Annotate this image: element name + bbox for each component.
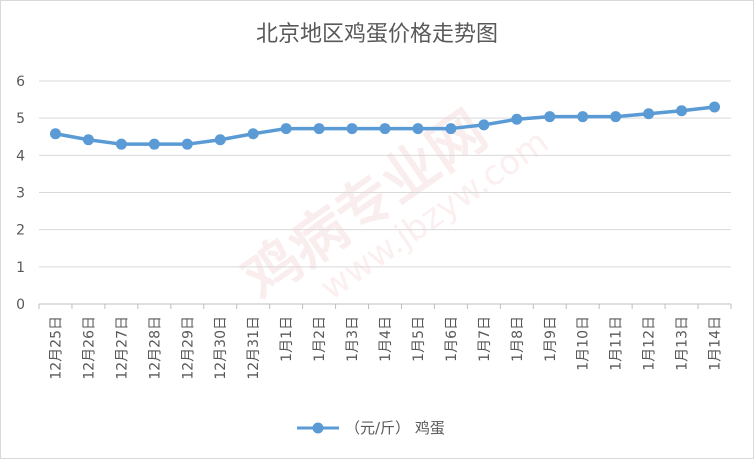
- data-point: [610, 111, 622, 123]
- x-tick-label: 12月27日: [114, 316, 130, 380]
- data-point: [82, 134, 94, 146]
- data-point: [346, 123, 358, 135]
- data-point: [676, 105, 688, 117]
- data-point: [643, 108, 655, 120]
- x-tick-label: 1月4日: [378, 316, 394, 362]
- data-point: [577, 111, 589, 123]
- x-tick-label: 1月12日: [642, 316, 658, 371]
- data-point: [280, 123, 292, 135]
- data-point: [247, 128, 259, 140]
- x-tick-label: 1月11日: [609, 316, 625, 371]
- data-point: [148, 138, 160, 150]
- x-tick-label: 1月7日: [477, 316, 493, 362]
- y-tick-label: 6: [16, 74, 25, 90]
- legend-label: （元/斤） 鸡蛋: [345, 419, 445, 437]
- x-tick-label: 12月30日: [213, 316, 229, 380]
- data-point: [445, 123, 457, 135]
- y-tick-label: 0: [16, 297, 25, 313]
- data-point: [544, 111, 556, 123]
- data-point: [115, 138, 127, 150]
- chart-title: 北京地区鸡蛋价格走势图: [256, 22, 498, 47]
- y-tick-label: 5: [16, 111, 25, 127]
- x-axis: 12月25日 12月26日 12月27日 12月28日 12月29日 12月30日 12月3…: [38, 304, 732, 380]
- data-point: [49, 128, 61, 140]
- legend: （元/斤） 鸡蛋: [297, 419, 445, 437]
- x-tick-label: 1月8日: [510, 316, 526, 362]
- data-point: [412, 123, 424, 135]
- x-tick-label: 1月10日: [576, 316, 592, 371]
- y-tick-label: 3: [16, 186, 25, 202]
- x-tick-label: 1月3日: [345, 316, 361, 362]
- x-tick-label: 1月6日: [444, 316, 460, 362]
- data-point: [181, 138, 193, 150]
- data-point: [214, 134, 226, 146]
- x-tick-label: 1月9日: [543, 316, 559, 362]
- data-point: [313, 123, 325, 135]
- x-tick-label: 1月14日: [708, 316, 724, 371]
- y-axis: 0 1 2 3 4 5 6: [16, 74, 25, 313]
- data-point: [478, 119, 490, 131]
- x-tick-label: 12月31日: [246, 316, 262, 380]
- x-tick-label: 12月26日: [81, 316, 97, 380]
- x-tick-label: 1月5日: [411, 316, 427, 362]
- data-point: [709, 101, 721, 113]
- y-tick-label: 2: [16, 223, 25, 239]
- x-tick-label: 1月13日: [675, 316, 691, 371]
- y-tick-label: 4: [16, 148, 25, 164]
- x-tick-label: 12月25日: [48, 316, 64, 380]
- y-tick-label: 1: [16, 260, 25, 276]
- data-point: [511, 113, 523, 125]
- data-point: [379, 123, 391, 135]
- x-tick-label: 12月29日: [180, 316, 196, 380]
- x-tick-label: 1月2日: [312, 316, 328, 362]
- x-tick-label: 1月1日: [279, 316, 295, 362]
- series: [49, 101, 721, 150]
- legend-marker: [312, 422, 324, 434]
- x-tick-label: 12月28日: [147, 316, 163, 380]
